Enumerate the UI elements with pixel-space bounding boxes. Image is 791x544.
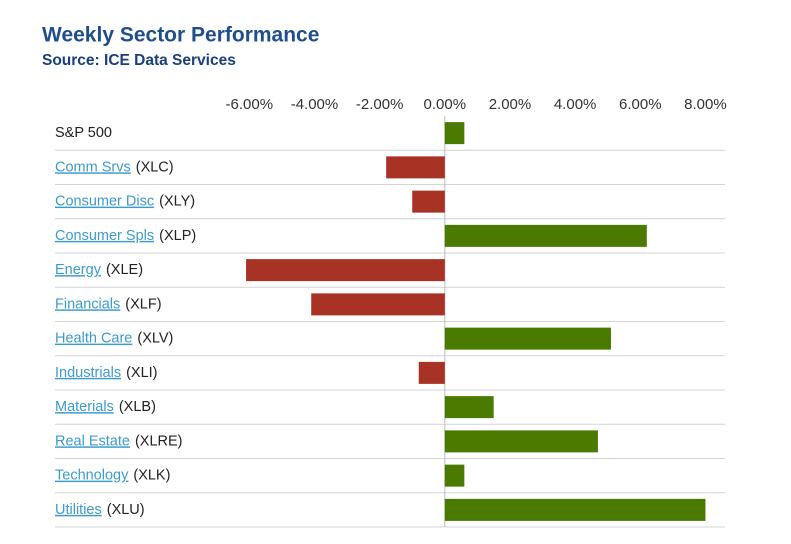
category-link[interactable]: Health Care: [55, 330, 132, 346]
category-label: Comm Srvs (XLC): [55, 159, 174, 175]
x-tick-label: 2.00%: [489, 96, 532, 113]
bar: [444, 122, 465, 145]
category-label: Health Care (XLV): [55, 330, 173, 346]
category-label: Financials (XLF): [55, 296, 162, 312]
category-label: Energy (XLE): [55, 262, 143, 278]
ticker: (XLI): [126, 365, 157, 381]
bar: [246, 259, 445, 282]
bar: [444, 498, 706, 521]
bar: [444, 327, 611, 350]
category-link[interactable]: Financials: [55, 296, 120, 312]
category-link[interactable]: Consumer Spls: [55, 228, 154, 244]
ticker: (XLC): [136, 159, 174, 175]
category-label: Technology (XLK): [55, 467, 170, 483]
x-tick-label: 6.00%: [619, 96, 662, 113]
category-link[interactable]: Consumer Disc: [55, 193, 154, 209]
category-link[interactable]: Energy: [55, 262, 102, 278]
x-tick-label: -4.00%: [291, 96, 339, 113]
bar: [444, 396, 494, 419]
bar: [444, 464, 465, 487]
category-link[interactable]: Industrials: [55, 365, 121, 381]
ticker: (XLF): [125, 296, 161, 312]
category-link[interactable]: Materials: [55, 399, 114, 415]
bar: [386, 156, 445, 179]
ticker: (XLE): [106, 262, 143, 278]
chart-title: Weekly Sector Performance: [42, 24, 319, 47]
bar: [412, 190, 445, 213]
ticker: (XLRE): [135, 433, 183, 449]
ticker: (XLU): [107, 502, 145, 518]
ticker: (XLK): [133, 467, 170, 483]
x-tick-label: 0.00%: [424, 96, 467, 113]
bar: [418, 361, 445, 384]
x-tick-label: 4.00%: [554, 96, 597, 113]
bar: [311, 293, 445, 316]
ticker: (XLY): [159, 193, 195, 209]
category-label: Utilities (XLU): [55, 502, 145, 518]
bar: [444, 430, 598, 453]
ticker: (XLB): [119, 399, 156, 415]
category-name: S&P 500: [55, 125, 112, 141]
bar: [444, 224, 647, 247]
category-label: Consumer Disc (XLY): [55, 193, 195, 209]
ticker: (XLV): [137, 330, 173, 346]
category-label: Consumer Spls (XLP): [55, 228, 196, 244]
category-label: Industrials (XLI): [55, 365, 158, 381]
category-link[interactable]: Technology: [55, 467, 129, 483]
x-tick-label: -6.00%: [226, 96, 274, 113]
category-link[interactable]: Utilities: [55, 502, 102, 518]
category-label: Real Estate (XLRE): [55, 433, 183, 449]
x-tick-label: -2.00%: [356, 96, 404, 113]
category-label: Materials (XLB): [55, 399, 156, 415]
category-label: S&P 500: [55, 125, 112, 141]
chart-subtitle: Source: ICE Data Services: [42, 52, 236, 69]
ticker: (XLP): [159, 228, 196, 244]
category-link[interactable]: Comm Srvs: [55, 159, 131, 175]
x-tick-label: 8.00%: [684, 96, 727, 113]
category-link[interactable]: Real Estate: [55, 433, 130, 449]
